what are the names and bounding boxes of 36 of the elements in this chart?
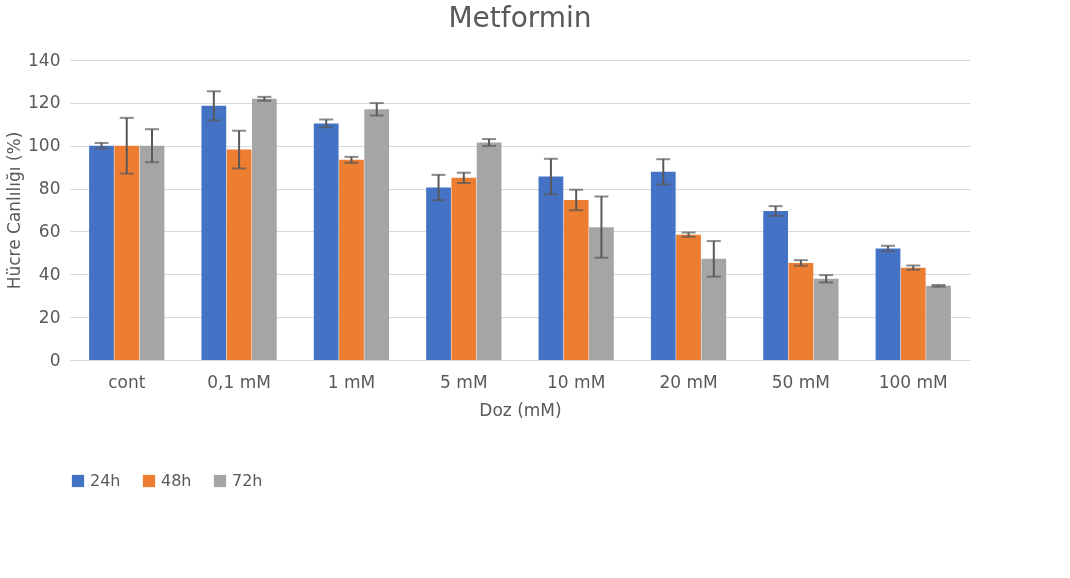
y-tick-label: 120: [28, 92, 61, 113]
y-tick-label: 0: [49, 349, 61, 370]
bar: [364, 109, 390, 360]
chart-title: Metformin: [448, 1, 592, 34]
y-tick-label: 80: [38, 178, 61, 199]
bar: [563, 199, 589, 360]
y-tick-label: 60: [38, 220, 61, 241]
bar: [426, 187, 451, 360]
x-tick-label: 20 mM: [659, 371, 718, 392]
legend-label: 24h: [90, 471, 121, 490]
y-tick-label: 100: [28, 135, 61, 156]
bar: [589, 227, 614, 360]
bar: [451, 177, 477, 360]
x-axis-title: Doz (mM): [479, 399, 562, 420]
bar: [139, 145, 165, 360]
bar: [701, 258, 727, 360]
legend-label: 48h: [161, 471, 192, 490]
x-tick-label: 5 mM: [440, 371, 488, 392]
x-tick-label: 50 mM: [771, 371, 831, 392]
bar: [538, 176, 564, 360]
y-tick-label: 20: [38, 306, 61, 327]
bar: [114, 145, 140, 360]
legend-label: 72h: [232, 471, 263, 490]
y-tick-label: 40: [38, 263, 61, 284]
bar: [226, 149, 252, 360]
bar: [763, 211, 789, 360]
bar: [201, 105, 227, 360]
y-tick-label: 140: [28, 49, 61, 70]
x-tick-label: cont: [108, 371, 146, 392]
x-tick-label: 0,1 mM: [207, 371, 271, 392]
x-tick-label: 1 mM: [327, 371, 376, 392]
bar: [926, 285, 951, 360]
x-tick-label: 10 mM: [547, 371, 606, 392]
x-tick-label: 100 mM: [878, 371, 948, 392]
y-axis-title: Hücre Canlılığı (%): [4, 131, 25, 290]
bar: [650, 171, 676, 360]
